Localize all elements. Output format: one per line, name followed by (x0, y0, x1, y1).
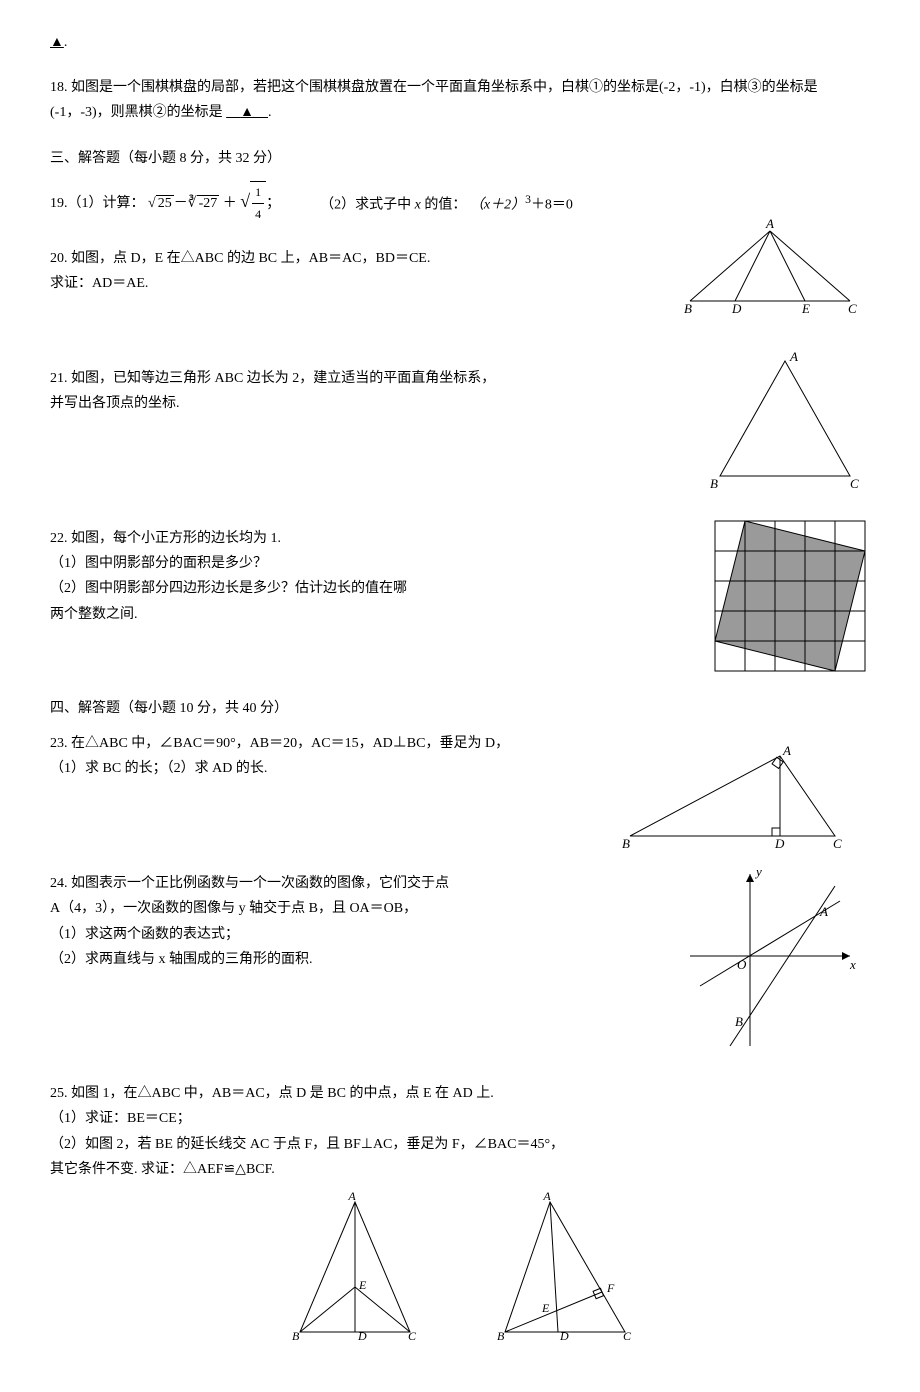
svg-text:C: C (408, 1329, 417, 1342)
svg-text:A: A (789, 349, 798, 364)
q22-line4: 两个整数之间. (50, 602, 670, 627)
q20-figure: A B D E C (670, 216, 870, 316)
plus: ＋ (223, 196, 237, 211)
svg-text:C: C (848, 301, 857, 316)
q22: 22. 如图，每个小正方形的边长均为 1. （1）图中阴影部分的面积是多少？ （… (50, 526, 870, 676)
coord-lines: y x O A B (680, 866, 860, 1056)
svg-text:B: B (684, 301, 692, 316)
q18-period: . (268, 105, 272, 120)
svg-text:x: x (849, 957, 856, 972)
period: . (64, 35, 68, 50)
q18-blank: ▲ (226, 105, 268, 120)
svg-text:A: A (347, 1192, 356, 1203)
q24-figure: y x O A B (680, 866, 860, 1056)
q24-line1: 24. 如图表示一个正比例函数与一个一次函数的图像，它们交于点 (50, 871, 670, 896)
q25-fig1: A B C D E (280, 1192, 430, 1342)
q22-line2: （1）图中阴影部分的面积是多少？ (50, 551, 670, 576)
frac-1-4: 14 (250, 181, 266, 226)
q25-line4: 其它条件不变. 求证：△AEF≌△BCF. (50, 1157, 870, 1182)
q20: 20. 如图，点 D，E 在△ABC 的边 BC 上，AB＝AC，BD＝CE. … (50, 246, 870, 336)
svg-text:A: A (782, 743, 791, 758)
section-3-header: 三、解答题（每小题 8 分，共 32 分） (50, 146, 870, 171)
q21: 21. 如图，已知等边三角形 ABC 边长为 2，建立适当的平面直角坐标系， 并… (50, 366, 870, 506)
cbrt: ∛ (188, 196, 197, 211)
svg-text:E: E (541, 1301, 550, 1315)
svg-text:A: A (765, 216, 774, 231)
svg-text:O: O (737, 957, 747, 972)
q24: 24. 如图表示一个正比例函数与一个一次函数的图像，它们交于点 A（4，3），一… (50, 871, 870, 1061)
sqrt25: √25 (148, 195, 174, 211)
q19-part1: 19.（1）计算： √25－∛-27 ＋ √14； (50, 181, 280, 226)
svg-text:C: C (623, 1329, 632, 1342)
q24-line4: （2）求两直线与 x 轴围成的三角形的面积. (50, 947, 670, 972)
q25-line3: （2）如图 2，若 BE 的延长线交 AC 于点 F，且 BF⊥AC，垂足为 F… (50, 1132, 870, 1157)
q24-line3: （1）求这两个函数的表达式； (50, 922, 670, 947)
svg-text:A: A (819, 904, 828, 919)
q25: 25. 如图 1，在△ABC 中，AB＝AC，点 D 是 BC 的中点，点 E … (50, 1081, 870, 1342)
q21-line2: 并写出各顶点的坐标. (50, 391, 670, 416)
q22-figure (710, 516, 870, 676)
svg-text:E: E (801, 301, 810, 316)
svg-text:D: D (774, 836, 785, 851)
q21-line1: 21. 如图，已知等边三角形 ABC 边长为 2，建立适当的平面直角坐标系， (50, 366, 670, 391)
q25-line2: （1）求证：BE＝CE； (50, 1106, 870, 1131)
svg-text:D: D (357, 1329, 367, 1342)
q25-figures: A B C D E A B C D E F (50, 1192, 870, 1342)
svg-text:B: B (622, 836, 630, 851)
q18-text: 18. 如图是一个围棋棋盘的局部，若把这个围棋棋盘放置在一个平面直角坐标系中，白… (50, 75, 870, 125)
svg-text:F: F (606, 1281, 615, 1295)
q19-p2-prefix: （2）求式子中 (320, 198, 415, 213)
q23-line1: 23. 在△ABC 中，∠BAC＝90°，AB＝20，AC＝15，AD⊥BC，垂… (50, 731, 670, 756)
svg-text:D: D (731, 301, 742, 316)
blank-marker: ▲ (50, 35, 64, 50)
svg-text:B: B (292, 1329, 300, 1342)
q21-figure: A B C (700, 346, 870, 496)
q20-line2: 求证：AD＝AE. (50, 271, 670, 296)
q18-body: 18. 如图是一个围棋棋盘的局部，若把这个围棋棋盘放置在一个平面直角坐标系中，白… (50, 80, 818, 120)
q19-part2: （2）求式子中 x 的值： （x＋2）3＋8＝0 (320, 189, 573, 218)
section-4-header: 四、解答题（每小题 10 分，共 40 分） (50, 696, 870, 721)
equilateral-triangle: A B C (700, 346, 870, 496)
q19-expr2: （x＋2） (470, 198, 525, 213)
q25-line1: 25. 如图 1，在△ABC 中，AB＝AC，点 D 是 BC 的中点，点 E … (50, 1081, 870, 1106)
semicolon: ； (266, 196, 280, 211)
svg-text:C: C (833, 836, 842, 851)
q18: 18. 如图是一个围棋棋盘的局部，若把这个围棋棋盘放置在一个平面直角坐标系中，白… (50, 75, 870, 125)
q19-prefix: 19.（1）计算： (50, 196, 145, 211)
svg-text:B: B (710, 476, 718, 491)
sqrt-frac: √ (240, 191, 250, 211)
q23-line2: （1）求 BC 的长；（2）求 AD 的长. (50, 756, 670, 781)
svg-text:B: B (735, 1014, 743, 1029)
q22-line3: （2）图中阴影部分四边形边长是多少？估计边长的值在哪 (50, 576, 670, 601)
q19-suffix: ＋8＝0 (531, 198, 573, 213)
q22-line1: 22. 如图，每个小正方形的边长均为 1. (50, 526, 670, 551)
q17-tail: ▲. (50, 30, 870, 55)
svg-text:y: y (754, 866, 762, 879)
grid-shaded-quad (710, 516, 870, 676)
q23: 23. 在△ABC 中，∠BAC＝90°，AB＝20，AC＝15，AD⊥BC，垂… (50, 731, 870, 851)
triangle-abc-de: A B D E C (670, 216, 870, 316)
q25-fig2: A B C D E F (490, 1192, 640, 1342)
right-triangle-altitude: A B D C (620, 741, 850, 851)
svg-text:D: D (559, 1329, 569, 1342)
q24-line2: A（4，3），一次函数的图像与 y 轴交于点 B，且 OA＝OB， (50, 896, 670, 921)
minus: － (174, 196, 188, 211)
q25-text: 25. 如图 1，在△ABC 中，AB＝AC，点 D 是 BC 的中点，点 E … (50, 1081, 870, 1182)
svg-text:C: C (850, 476, 859, 491)
q23-figure: A B D C (620, 741, 850, 851)
svg-text:A: A (542, 1192, 551, 1203)
neg27: -27 (197, 195, 220, 211)
svg-text:E: E (358, 1278, 367, 1292)
svg-text:B: B (497, 1329, 505, 1342)
q20-line1: 20. 如图，点 D，E 在△ABC 的边 BC 上，AB＝AC，BD＝CE. (50, 246, 670, 271)
q19-p2-mid: 的值： (421, 198, 467, 213)
